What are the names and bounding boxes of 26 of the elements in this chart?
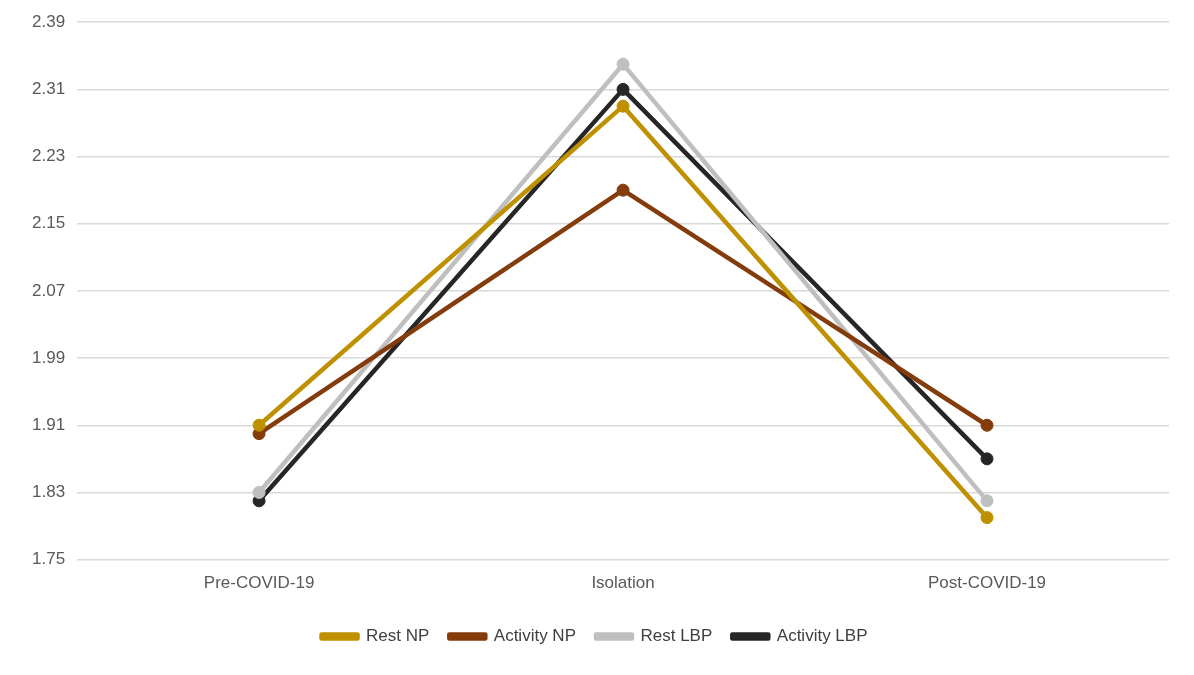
y-tick-label: 2.31 — [31, 79, 66, 99]
y-tick-label: 1.99 — [31, 347, 66, 367]
point — [252, 418, 266, 432]
point — [616, 82, 630, 96]
point — [616, 183, 630, 197]
y-tick-label: 1.91 — [31, 414, 66, 434]
y-tick-label: 2.23 — [31, 146, 66, 166]
y-tick-label: 2.15 — [31, 213, 66, 233]
point — [980, 494, 994, 508]
point — [980, 418, 994, 432]
legend-label: Rest LBP — [640, 626, 713, 646]
x-tick-label: Post-COVID-19 — [927, 573, 1047, 593]
legend-label: Activity LBP — [776, 626, 868, 646]
point — [252, 485, 266, 499]
y-tick-label: 1.75 — [31, 549, 66, 569]
point — [980, 452, 994, 466]
point — [980, 511, 994, 525]
x-tick-label: Isolation — [591, 573, 655, 593]
point — [616, 99, 630, 113]
legend-label: Rest NP — [366, 626, 430, 646]
y-tick-label: 2.39 — [31, 11, 66, 31]
x-tick-label: Pre-COVID-19 — [203, 573, 315, 593]
y-tick-label: 1.83 — [31, 482, 66, 502]
y-tick-label: 2.07 — [31, 280, 66, 300]
point — [616, 57, 630, 71]
legend-label: Activity NP — [493, 626, 576, 646]
